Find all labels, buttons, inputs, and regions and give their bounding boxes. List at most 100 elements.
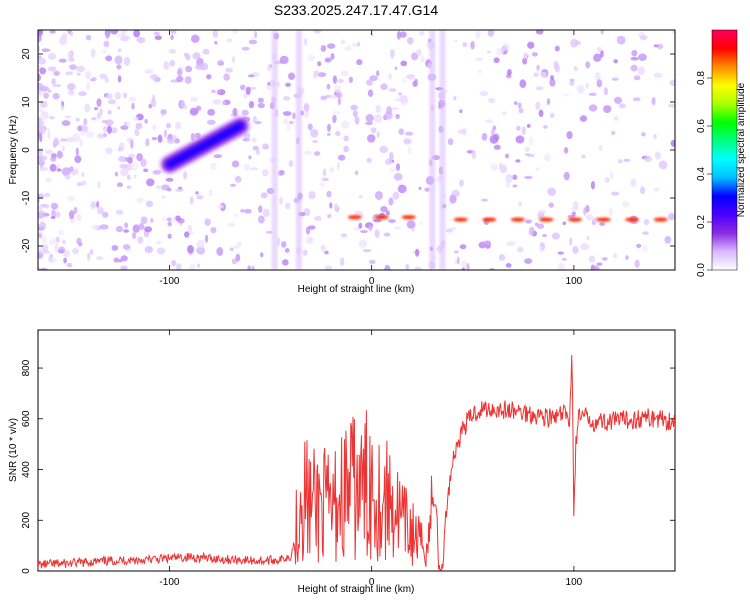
noise-blob — [395, 113, 400, 120]
noise-blob — [407, 146, 412, 155]
noise-blob — [210, 226, 217, 234]
noise-blob — [116, 182, 123, 188]
noise-blob — [350, 104, 358, 111]
noise-blob — [160, 184, 170, 191]
noise-blob — [40, 110, 49, 120]
noise-blob — [457, 129, 466, 135]
noise-blob — [113, 257, 120, 263]
noise-blob — [538, 109, 544, 118]
noise-blob — [450, 194, 455, 200]
noise-blob — [206, 74, 212, 80]
noise-blob — [205, 234, 209, 244]
noise-blob — [542, 233, 547, 238]
noise-blob — [124, 121, 128, 126]
noise-blob — [90, 201, 96, 210]
noise-blob — [535, 86, 544, 91]
noise-blob — [570, 38, 579, 48]
noise-blob — [314, 216, 322, 222]
noise-blob — [637, 66, 646, 76]
noise-blob — [137, 198, 145, 203]
noise-blob — [365, 79, 373, 86]
noise-blob — [524, 146, 530, 153]
noise-blob — [477, 68, 483, 74]
noise-blob — [466, 149, 474, 154]
noise-blob — [380, 83, 388, 91]
noise-blob — [630, 64, 638, 72]
noise-blob — [324, 250, 329, 255]
noise-blob — [213, 154, 223, 159]
noise-blob — [138, 222, 145, 230]
snr-panel: -100 0 100 0 200 400 600 800 Height of straigh… — [8, 329, 676, 595]
noise-blob — [96, 207, 104, 215]
noise-blob — [332, 110, 341, 115]
noise-blob — [56, 150, 63, 159]
noise-blob — [475, 30, 481, 39]
spectrogram-y-ticks: -20 -10 0 10 20 — [21, 48, 675, 253]
noise-blob — [327, 213, 332, 219]
noise-blob — [549, 112, 555, 119]
noise-blob — [339, 257, 345, 266]
noise-blob — [76, 213, 82, 222]
noise-blob — [453, 39, 458, 43]
noise-blob — [262, 143, 266, 149]
noise-blob — [262, 208, 270, 218]
noise-blob — [387, 73, 393, 80]
noise-blob — [285, 202, 291, 210]
noise-blob — [535, 101, 541, 110]
noise-blob — [625, 255, 629, 260]
x-tick-label: 100 — [566, 276, 583, 287]
noise-blob — [283, 96, 291, 101]
noise-blob — [618, 103, 626, 109]
noise-blob — [261, 168, 269, 177]
noise-blob — [487, 30, 495, 37]
noise-blob — [72, 133, 81, 143]
noise-blob — [369, 75, 378, 82]
noise-blob — [280, 241, 287, 248]
noise-blob — [492, 133, 500, 141]
noise-blob — [279, 169, 285, 176]
spectral-peak — [347, 215, 362, 220]
colorbar-tick-label: 0.2 — [696, 215, 707, 229]
x-tick-label: 0 — [369, 276, 375, 287]
noise-blob — [569, 81, 575, 86]
noise-blob — [506, 69, 512, 76]
noise-blob — [601, 257, 608, 261]
noise-blob — [245, 86, 251, 96]
noise-blob — [569, 237, 573, 246]
noise-blob — [518, 107, 524, 114]
noise-blob — [165, 122, 172, 129]
noise-blob — [248, 155, 252, 160]
noise-blob — [140, 216, 148, 225]
noise-blob — [664, 235, 672, 244]
noise-blob — [307, 54, 315, 62]
noise-blob — [370, 127, 377, 134]
noise-blob — [491, 128, 495, 137]
noise-blob — [563, 171, 570, 181]
noise-blob — [62, 239, 66, 245]
noise-blob — [38, 156, 44, 163]
noise-blob — [58, 58, 67, 63]
noise-blob — [573, 65, 578, 72]
noise-blob — [41, 235, 47, 244]
noise-blob — [77, 125, 83, 132]
noise-blob — [99, 73, 107, 79]
noise-blob — [232, 107, 238, 117]
snr-frame — [37, 329, 676, 572]
noise-blob — [154, 35, 163, 41]
noise-blob — [566, 131, 573, 140]
noise-blob — [196, 246, 206, 255]
noise-blob — [383, 232, 391, 237]
noise-blob — [79, 139, 83, 147]
noise-blob — [516, 246, 524, 253]
noise-blob — [329, 94, 338, 99]
noise-blob — [672, 30, 675, 35]
noise-blob — [576, 85, 585, 94]
noise-blob — [233, 213, 238, 218]
noise-blob — [80, 130, 86, 137]
noise-blob — [64, 115, 72, 119]
noise-blob — [374, 190, 383, 200]
noise-blob — [348, 76, 354, 83]
noise-blob — [651, 97, 656, 106]
noise-blob — [120, 36, 129, 42]
spectral-peak — [453, 217, 468, 222]
